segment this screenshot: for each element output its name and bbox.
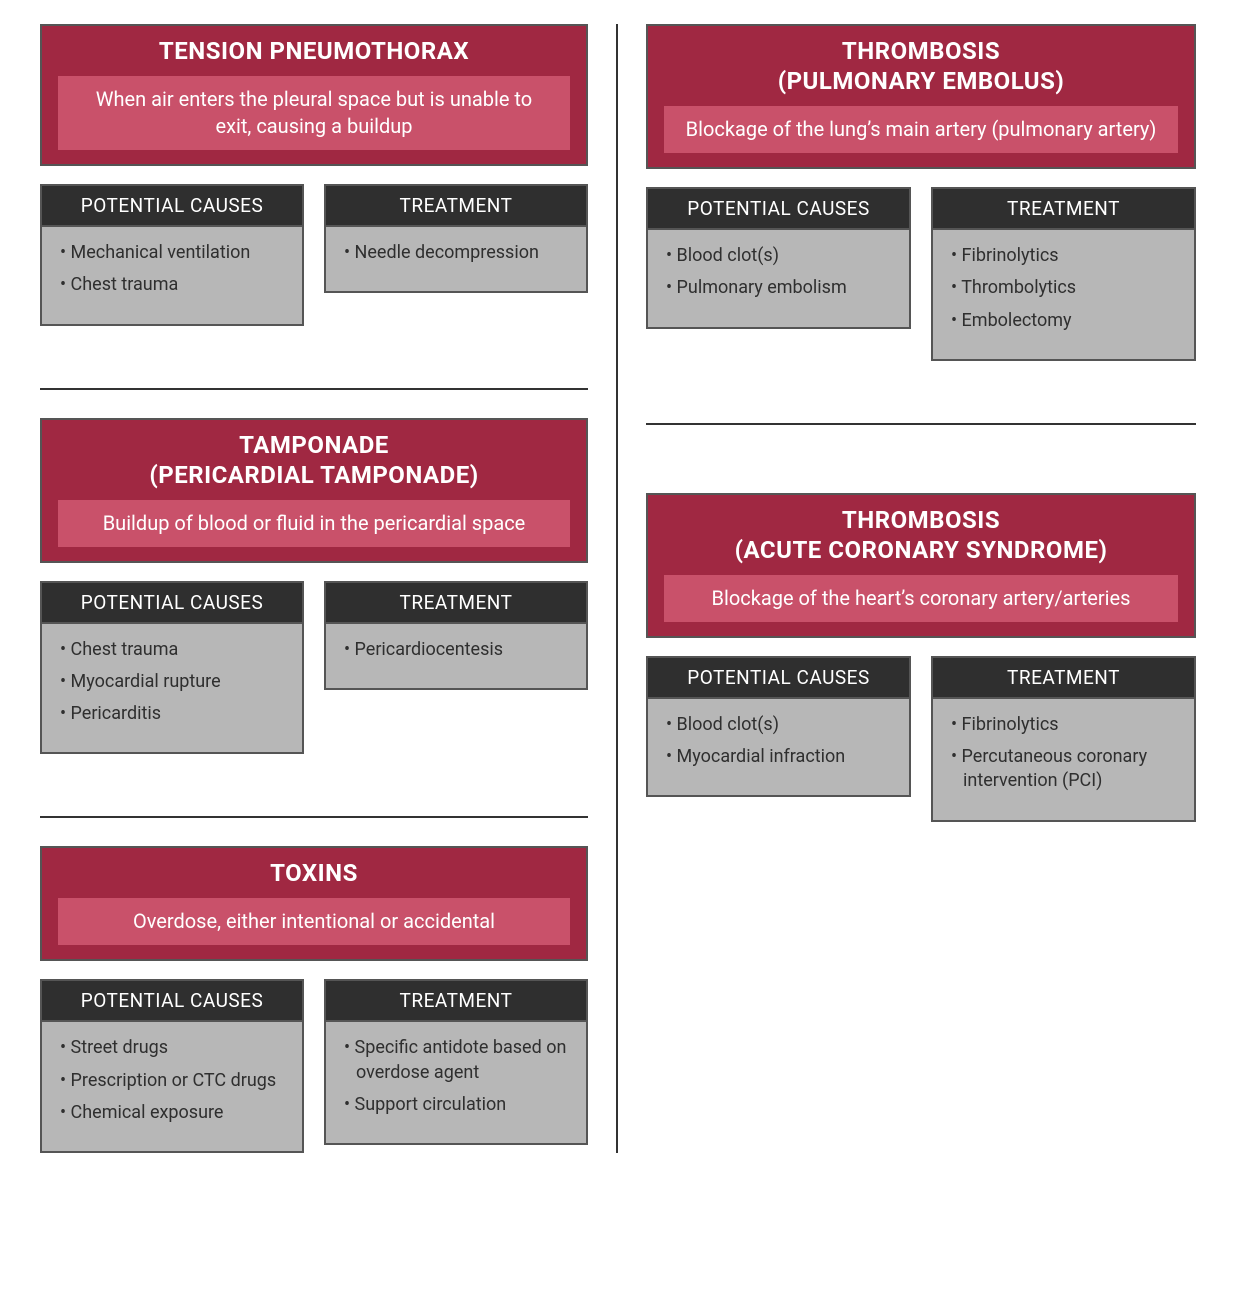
causes-block: POTENTIAL CAUSES Mechanical ventilation C…: [40, 184, 304, 326]
causes-header: POTENTIAL CAUSES: [40, 581, 304, 622]
list-item: Chest trauma: [58, 638, 286, 662]
causes-list: Mechanical ventilation Chest trauma: [58, 241, 286, 298]
causes-body: Blood clot(s) Pulmonary embolism: [646, 228, 911, 329]
card-description: When air enters the pleural space but is…: [58, 76, 570, 150]
list-item: Percutaneous coronary intervention (PCI): [949, 745, 1178, 794]
card-header: THROMBOSIS(PULMONARY EMBOLUS) Blockage o…: [646, 24, 1196, 169]
card-subrow: POTENTIAL CAUSES Blood clot(s) Myocardial…: [646, 656, 1196, 822]
spacer: [646, 453, 1196, 493]
treatment-list: Pericardiocentesis: [342, 638, 570, 662]
list-item: Fibrinolytics: [949, 713, 1178, 737]
treatment-list: Fibrinolytics Percutaneous coronary inter…: [949, 713, 1178, 794]
card-thrombosis-acs: THROMBOSIS(ACUTE CORONARY SYNDROME) Bloc…: [646, 493, 1196, 856]
causes-block: POTENTIAL CAUSES Chest trauma Myocardial …: [40, 581, 304, 755]
card-subrow: POTENTIAL CAUSES Chest trauma Myocardial …: [40, 581, 588, 755]
list-item: Fibrinolytics: [949, 244, 1178, 268]
card-title: TENSION PNEUMOTHORAX: [58, 36, 570, 66]
list-item: Chest trauma: [58, 273, 286, 297]
list-item: Needle decompression: [342, 241, 570, 265]
left-column: TENSION PNEUMOTHORAX When air enters the…: [40, 24, 618, 1153]
treatment-header: TREATMENT: [931, 187, 1196, 228]
card-title: TAMPONADE(PERICARDIAL TAMPONADE): [58, 430, 570, 490]
card-title: THROMBOSIS(PULMONARY EMBOLUS): [664, 36, 1178, 96]
treatment-body: Fibrinolytics Thrombolytics Embolectomy: [931, 228, 1196, 361]
card-subrow: POTENTIAL CAUSES Mechanical ventilation C…: [40, 184, 588, 326]
treatment-list: Specific antidote based on overdose agen…: [342, 1036, 570, 1117]
causes-header: POTENTIAL CAUSES: [646, 187, 911, 228]
treatment-body: Needle decompression: [324, 225, 588, 293]
treatment-block: TREATMENT Pericardiocentesis: [324, 581, 588, 755]
card-title: THROMBOSIS(ACUTE CORONARY SYNDROME): [664, 505, 1178, 565]
card-subrow: POTENTIAL CAUSES Street drugs Prescriptio…: [40, 979, 588, 1153]
causes-body: Mechanical ventilation Chest trauma: [40, 225, 304, 326]
list-item: Pericarditis: [58, 702, 286, 726]
card-header: TAMPONADE(PERICARDIAL TAMPONADE) Buildup…: [40, 418, 588, 563]
right-column: THROMBOSIS(PULMONARY EMBOLUS) Blockage o…: [618, 24, 1196, 1153]
treatment-header: TREATMENT: [931, 656, 1196, 697]
causes-block: POTENTIAL CAUSES Blood clot(s) Myocardial…: [646, 656, 911, 822]
card-tamponade: TAMPONADE(PERICARDIAL TAMPONADE) Buildup…: [40, 418, 588, 789]
treatment-block: TREATMENT Specific antidote based on ove…: [324, 979, 588, 1153]
card-description: Overdose, either intentional or accident…: [58, 898, 570, 945]
causes-list: Blood clot(s) Pulmonary embolism: [664, 244, 893, 301]
list-item: Pulmonary embolism: [664, 276, 893, 300]
list-item: Blood clot(s): [664, 244, 893, 268]
causes-header: POTENTIAL CAUSES: [40, 184, 304, 225]
card-header: TOXINS Overdose, either intentional or a…: [40, 846, 588, 961]
causes-list: Blood clot(s) Myocardial infraction: [664, 713, 893, 770]
card-header: TENSION PNEUMOTHORAX When air enters the…: [40, 24, 588, 166]
card-description: Buildup of blood or fluid in the pericar…: [58, 500, 570, 547]
card-tension-pneumothorax: TENSION PNEUMOTHORAX When air enters the…: [40, 24, 588, 360]
causes-body: Street drugs Prescription or CTC drugs Che…: [40, 1020, 304, 1153]
divider: [646, 423, 1196, 425]
card-toxins: TOXINS Overdose, either intentional or a…: [40, 846, 588, 1153]
treatment-body: Specific antidote based on overdose agen…: [324, 1020, 588, 1145]
divider: [40, 388, 588, 390]
list-item: Thrombolytics: [949, 276, 1178, 300]
causes-list: Chest trauma Myocardial rupture Pericardit…: [58, 638, 286, 727]
list-item: Chemical exposure: [58, 1101, 286, 1125]
causes-list: Street drugs Prescription or CTC drugs Che…: [58, 1036, 286, 1125]
card-thrombosis-pe: THROMBOSIS(PULMONARY EMBOLUS) Blockage o…: [646, 24, 1196, 395]
list-item: Mechanical ventilation: [58, 241, 286, 265]
list-item: Myocardial infraction: [664, 745, 893, 769]
causes-block: POTENTIAL CAUSES Blood clot(s) Pulmonary …: [646, 187, 911, 361]
causes-body: Chest trauma Myocardial rupture Pericardit…: [40, 622, 304, 755]
card-description: Blockage of the heart’s coronary artery/…: [664, 575, 1178, 622]
treatment-block: TREATMENT Fibrinolytics Percutaneous coro…: [931, 656, 1196, 822]
treatment-list: Fibrinolytics Thrombolytics Embolectomy: [949, 244, 1178, 333]
list-item: Specific antidote based on overdose agen…: [342, 1036, 570, 1085]
list-item: Blood clot(s): [664, 713, 893, 737]
list-item: Pericardiocentesis: [342, 638, 570, 662]
treatment-list: Needle decompression: [342, 241, 570, 265]
causes-block: POTENTIAL CAUSES Street drugs Prescriptio…: [40, 979, 304, 1153]
causes-header: POTENTIAL CAUSES: [646, 656, 911, 697]
list-item: Street drugs: [58, 1036, 286, 1060]
treatment-body: Pericardiocentesis: [324, 622, 588, 690]
card-subrow: POTENTIAL CAUSES Blood clot(s) Pulmonary …: [646, 187, 1196, 361]
list-item: Support circulation: [342, 1093, 570, 1117]
list-item: Embolectomy: [949, 309, 1178, 333]
causes-header: POTENTIAL CAUSES: [40, 979, 304, 1020]
treatment-header: TREATMENT: [324, 184, 588, 225]
list-item: Prescription or CTC drugs: [58, 1069, 286, 1093]
causes-body: Blood clot(s) Myocardial infraction: [646, 697, 911, 798]
card-grid: TENSION PNEUMOTHORAX When air enters the…: [40, 24, 1196, 1153]
card-title: TOXINS: [58, 858, 570, 888]
treatment-header: TREATMENT: [324, 979, 588, 1020]
treatment-block: TREATMENT Fibrinolytics Thrombolytics Embo…: [931, 187, 1196, 361]
treatment-body: Fibrinolytics Percutaneous coronary inter…: [931, 697, 1196, 822]
treatment-header: TREATMENT: [324, 581, 588, 622]
card-description: Blockage of the lung’s main artery (pulm…: [664, 106, 1178, 153]
card-header: THROMBOSIS(ACUTE CORONARY SYNDROME) Bloc…: [646, 493, 1196, 638]
treatment-block: TREATMENT Needle decompression: [324, 184, 588, 326]
divider: [40, 816, 588, 818]
list-item: Myocardial rupture: [58, 670, 286, 694]
